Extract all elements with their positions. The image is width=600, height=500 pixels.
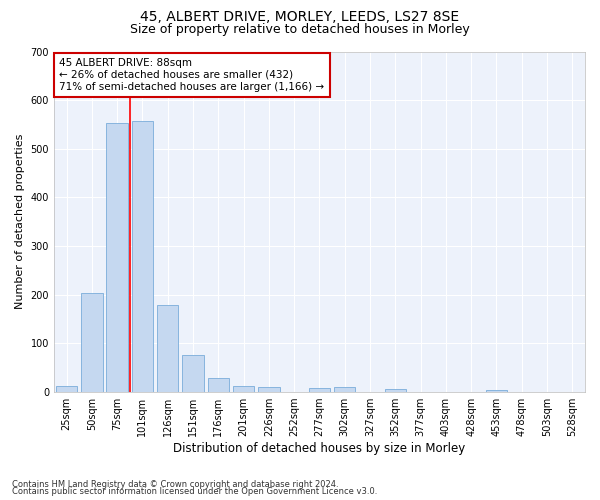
Bar <box>157 306 178 392</box>
Text: Contains HM Land Registry data © Crown copyright and database right 2024.: Contains HM Land Registry data © Crown c… <box>12 480 338 489</box>
Bar <box>233 386 254 392</box>
Bar <box>486 390 507 392</box>
Bar <box>131 120 153 392</box>
Bar <box>309 388 330 392</box>
Y-axis label: Number of detached properties: Number of detached properties <box>15 134 25 310</box>
Text: Contains public sector information licensed under the Open Government Licence v3: Contains public sector information licen… <box>12 487 377 496</box>
X-axis label: Distribution of detached houses by size in Morley: Distribution of detached houses by size … <box>173 442 466 455</box>
Bar <box>385 389 406 392</box>
Bar <box>208 378 229 392</box>
Bar <box>106 123 128 392</box>
Text: 45 ALBERT DRIVE: 88sqm
← 26% of detached houses are smaller (432)
71% of semi-de: 45 ALBERT DRIVE: 88sqm ← 26% of detached… <box>59 58 325 92</box>
Bar <box>56 386 77 392</box>
Text: Size of property relative to detached houses in Morley: Size of property relative to detached ho… <box>130 22 470 36</box>
Bar <box>81 293 103 392</box>
Text: 45, ALBERT DRIVE, MORLEY, LEEDS, LS27 8SE: 45, ALBERT DRIVE, MORLEY, LEEDS, LS27 8S… <box>140 10 460 24</box>
Bar <box>334 387 355 392</box>
Bar <box>182 354 204 392</box>
Bar <box>258 387 280 392</box>
